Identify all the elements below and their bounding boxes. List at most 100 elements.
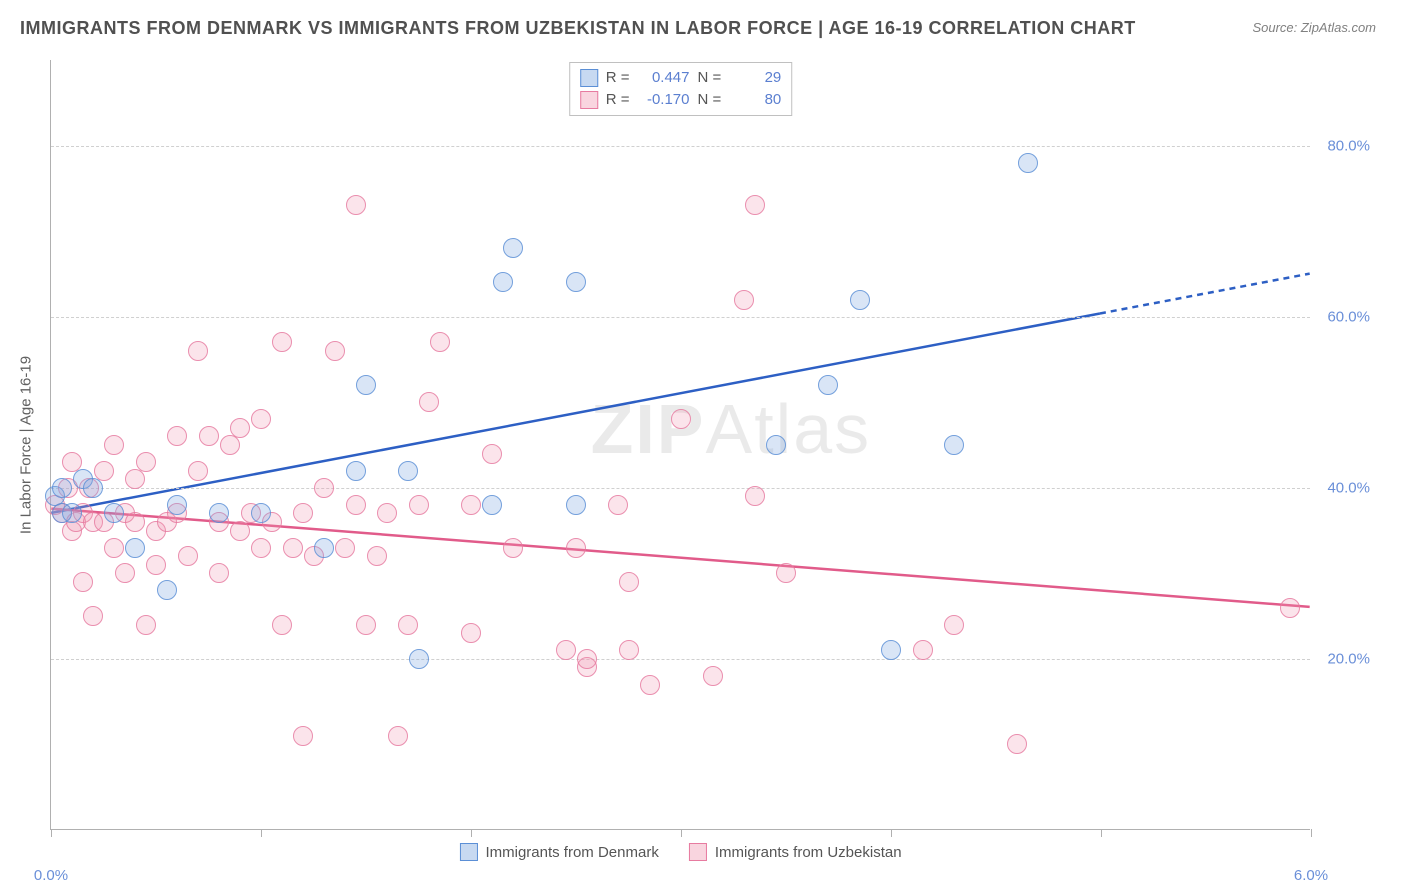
data-point — [766, 435, 786, 455]
data-point — [671, 409, 691, 429]
correlation-chart: IMMIGRANTS FROM DENMARK VS IMMIGRANTS FR… — [0, 0, 1406, 892]
data-point — [944, 615, 964, 635]
ytick-label: 60.0% — [1327, 308, 1370, 325]
xtick — [1311, 829, 1312, 837]
n-label: N = — [698, 67, 722, 89]
data-point — [430, 332, 450, 352]
data-point — [356, 375, 376, 395]
data-point — [566, 538, 586, 558]
data-point — [283, 538, 303, 558]
data-point — [115, 563, 135, 583]
data-point — [503, 538, 523, 558]
data-point — [818, 375, 838, 395]
data-point — [409, 649, 429, 669]
xtick — [51, 829, 52, 837]
gridline-h — [51, 659, 1310, 660]
data-point — [125, 538, 145, 558]
n-value: 29 — [729, 67, 781, 89]
data-point — [608, 495, 628, 515]
data-point — [734, 290, 754, 310]
data-point — [356, 615, 376, 635]
data-point — [188, 341, 208, 361]
xtick — [1101, 829, 1102, 837]
data-point — [167, 426, 187, 446]
data-point — [104, 435, 124, 455]
n-value: 80 — [729, 89, 781, 111]
data-point — [388, 726, 408, 746]
data-point — [881, 640, 901, 660]
data-point — [398, 615, 418, 635]
legend-row-denmark: R = 0.447 N = 29 — [580, 67, 782, 89]
data-point — [577, 649, 597, 669]
data-point — [346, 461, 366, 481]
data-point — [409, 495, 429, 515]
data-point — [335, 538, 355, 558]
data-point — [293, 726, 313, 746]
data-point — [482, 495, 502, 515]
plot-area: In Labor Force | Age 16-19 ZIPAtlas R = … — [50, 60, 1310, 830]
legend-label: Immigrants from Uzbekistan — [715, 844, 902, 861]
watermark-rest: Atlas — [706, 390, 872, 468]
data-point — [461, 495, 481, 515]
data-point — [377, 503, 397, 523]
data-point — [482, 444, 502, 464]
data-point — [293, 503, 313, 523]
watermark-bold: ZIP — [591, 390, 706, 468]
xtick — [471, 829, 472, 837]
data-point — [314, 538, 334, 558]
data-point — [146, 555, 166, 575]
data-point — [1018, 153, 1038, 173]
legend-swatch-pink — [689, 843, 707, 861]
data-point — [52, 478, 72, 498]
data-point — [136, 615, 156, 635]
chart-title: IMMIGRANTS FROM DENMARK VS IMMIGRANTS FR… — [20, 18, 1136, 39]
data-point — [745, 486, 765, 506]
data-point — [220, 435, 240, 455]
data-point — [62, 503, 82, 523]
n-label: N = — [698, 89, 722, 111]
data-point — [461, 623, 481, 643]
legend-swatch-blue — [459, 843, 477, 861]
data-point — [398, 461, 418, 481]
data-point — [493, 272, 513, 292]
data-point — [419, 392, 439, 412]
xtick — [891, 829, 892, 837]
data-point — [703, 666, 723, 686]
gridline-h — [51, 488, 1310, 489]
data-point — [209, 563, 229, 583]
data-point — [566, 272, 586, 292]
data-point — [125, 512, 145, 532]
xtick — [261, 829, 262, 837]
xtick-label: 6.0% — [1294, 867, 1328, 884]
data-point — [73, 572, 93, 592]
data-point — [619, 572, 639, 592]
y-axis-label: In Labor Force | Age 16-19 — [18, 355, 35, 533]
source-attribution: Source: ZipAtlas.com — [1252, 20, 1376, 35]
ytick-label: 40.0% — [1327, 479, 1370, 496]
data-point — [1280, 598, 1300, 618]
data-point — [346, 195, 366, 215]
data-point — [367, 546, 387, 566]
data-point — [230, 521, 250, 541]
data-point — [125, 469, 145, 489]
data-point — [556, 640, 576, 660]
data-point — [104, 538, 124, 558]
gridline-h — [51, 317, 1310, 318]
data-point — [104, 503, 124, 523]
data-point — [272, 615, 292, 635]
legend-row-uzbekistan: R = -0.170 N = 80 — [580, 89, 782, 111]
data-point — [251, 409, 271, 429]
data-point — [314, 478, 334, 498]
gridline-h — [51, 146, 1310, 147]
watermark: ZIPAtlas — [591, 389, 872, 469]
data-point — [83, 478, 103, 498]
r-label: R = — [606, 67, 630, 89]
data-point — [209, 503, 229, 523]
data-point — [850, 290, 870, 310]
data-point — [251, 538, 271, 558]
legend-swatch-pink — [580, 91, 598, 109]
data-point — [503, 238, 523, 258]
r-label: R = — [606, 89, 630, 111]
legend-item-uzbekistan: Immigrants from Uzbekistan — [689, 843, 902, 861]
r-value: 0.447 — [638, 67, 690, 89]
